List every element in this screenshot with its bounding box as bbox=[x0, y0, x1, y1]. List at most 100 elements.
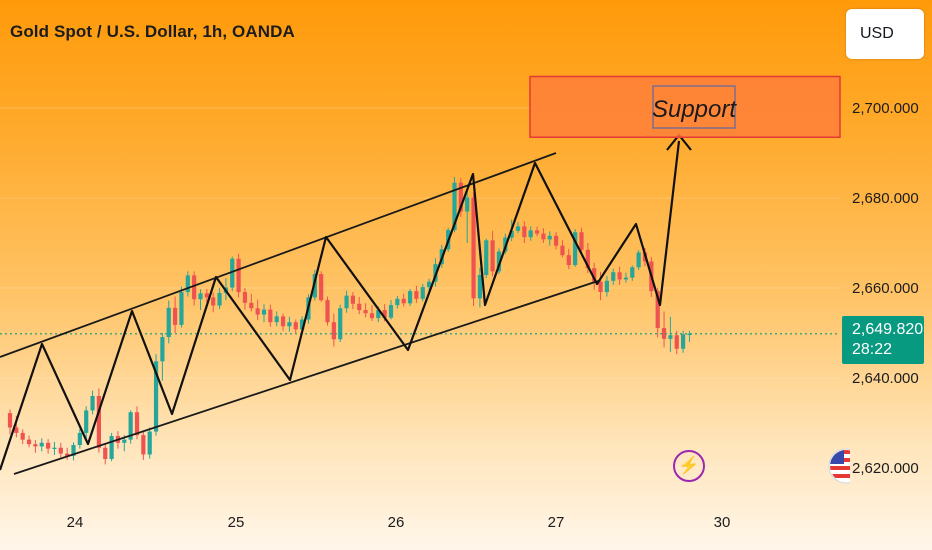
candle bbox=[674, 330, 679, 355]
channel-upper-line bbox=[0, 152, 557, 358]
time-tick-label: 27 bbox=[548, 514, 565, 531]
candle bbox=[338, 304, 343, 342]
zigzag-path bbox=[0, 140, 681, 471]
candle bbox=[33, 440, 38, 453]
candle bbox=[579, 227, 584, 254]
candle bbox=[217, 288, 222, 310]
channel-lower-line bbox=[13, 280, 599, 475]
bar-countdown: 28:22 bbox=[852, 341, 893, 358]
candle bbox=[179, 286, 184, 328]
candle bbox=[173, 296, 178, 333]
price-axis[interactable]: 2,620.000 2,640.000 2,660.000 2,680.000 2,70… bbox=[852, 100, 919, 477]
candle bbox=[496, 248, 502, 275]
candle bbox=[331, 313, 336, 347]
candle bbox=[268, 304, 273, 327]
lightning-bolt-icon[interactable]: ⚡ bbox=[673, 450, 705, 482]
price-tick-label: 2,700.000 bbox=[852, 100, 919, 117]
candle bbox=[103, 444, 108, 465]
candle bbox=[185, 271, 190, 297]
candle bbox=[357, 297, 362, 315]
candle bbox=[420, 283, 425, 302]
candle bbox=[255, 299, 260, 320]
candle bbox=[325, 296, 330, 326]
price-tick-label: 2,680.000 bbox=[852, 190, 919, 207]
candle bbox=[7, 409, 13, 435]
last-price-badge: 2,649.820 28:22 bbox=[842, 316, 924, 364]
candle bbox=[617, 266, 622, 285]
candle bbox=[65, 447, 70, 460]
candle bbox=[547, 231, 552, 246]
candle bbox=[528, 226, 533, 241]
candle bbox=[274, 311, 279, 327]
candle bbox=[261, 304, 267, 323]
time-tick-label: 26 bbox=[388, 514, 405, 531]
candle bbox=[554, 232, 559, 250]
candle bbox=[153, 354, 159, 436]
candle bbox=[160, 333, 165, 381]
candle bbox=[26, 435, 32, 448]
chart-grid bbox=[0, 107, 840, 469]
candle bbox=[560, 240, 565, 258]
time-tick-label: 30 bbox=[714, 514, 731, 531]
support-label-frame bbox=[652, 85, 736, 129]
candle bbox=[471, 192, 476, 306]
candle bbox=[369, 305, 375, 321]
candle bbox=[293, 319, 298, 333]
candle bbox=[204, 288, 209, 303]
candle bbox=[534, 226, 540, 237]
candle bbox=[96, 388, 101, 453]
candle bbox=[465, 191, 470, 243]
candle bbox=[573, 229, 578, 267]
candle bbox=[198, 289, 203, 311]
candle bbox=[128, 410, 133, 444]
currency-button[interactable]: USD bbox=[846, 9, 924, 59]
candle bbox=[236, 253, 241, 298]
candle bbox=[636, 250, 641, 270]
time-tick-label: 24 bbox=[67, 514, 84, 531]
candle bbox=[287, 316, 292, 332]
time-axis[interactable]: 24 25 26 27 30 bbox=[67, 514, 731, 531]
candle bbox=[319, 271, 324, 302]
price-tick-label: 2,660.000 bbox=[852, 280, 919, 297]
candle bbox=[522, 221, 527, 243]
candle bbox=[84, 406, 89, 439]
candles-layer bbox=[7, 176, 692, 465]
candle bbox=[401, 293, 406, 307]
candle bbox=[414, 285, 419, 303]
candle bbox=[230, 256, 235, 292]
candle bbox=[52, 441, 57, 455]
candle bbox=[166, 300, 171, 344]
candle bbox=[71, 442, 76, 461]
candle bbox=[249, 293, 254, 312]
candle bbox=[141, 431, 146, 460]
candle bbox=[630, 265, 635, 281]
symbol-title: Gold Spot / U.S. Dollar, 1h, OANDA bbox=[10, 22, 295, 41]
candle bbox=[611, 268, 616, 285]
time-tick-label: 25 bbox=[228, 514, 245, 531]
price-tick-label: 2,640.000 bbox=[852, 370, 919, 387]
candle bbox=[515, 222, 521, 234]
candle bbox=[661, 311, 667, 348]
support-label: Support bbox=[652, 96, 737, 123]
last-price-value: 2,649.820 bbox=[852, 321, 924, 338]
candle bbox=[566, 248, 571, 270]
candle bbox=[604, 275, 609, 297]
candle bbox=[109, 432, 114, 462]
candle bbox=[458, 178, 463, 217]
drawings-layer: Support bbox=[0, 75, 841, 475]
candle bbox=[77, 428, 82, 449]
candle bbox=[46, 439, 51, 454]
candle bbox=[681, 330, 686, 353]
candle bbox=[147, 427, 152, 459]
candle bbox=[388, 300, 394, 320]
candle bbox=[211, 292, 216, 313]
candle bbox=[58, 442, 63, 458]
us-flag-icon[interactable] bbox=[826, 446, 850, 486]
candle bbox=[407, 288, 413, 306]
candle bbox=[490, 230, 495, 277]
candle bbox=[20, 429, 25, 445]
candle bbox=[484, 238, 489, 279]
candle bbox=[623, 272, 629, 283]
